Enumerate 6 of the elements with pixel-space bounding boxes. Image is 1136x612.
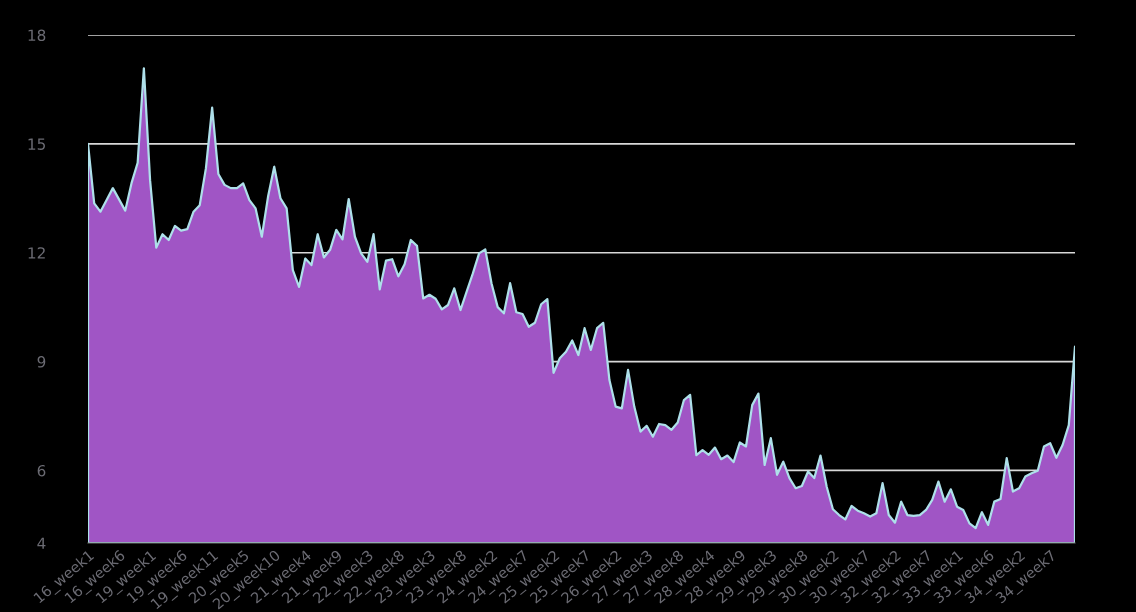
y-tick-label: 4 — [37, 537, 46, 549]
y-tick-label: 18 — [28, 29, 46, 42]
y-tick-label: 12 — [28, 247, 45, 259]
y-tick-label: 15 — [28, 138, 45, 150]
y-tick-label: 9 — [37, 356, 46, 368]
y-tick-label: 6 — [37, 464, 46, 477]
